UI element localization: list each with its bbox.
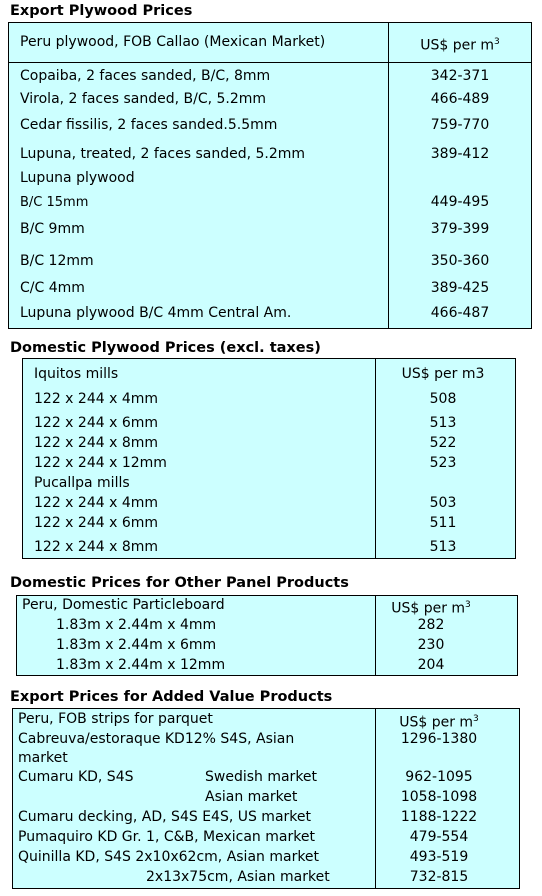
unit-superscript: 3 xyxy=(465,600,471,610)
row-price: 282 xyxy=(417,617,445,633)
header-unit: US$ per m3 xyxy=(420,33,500,56)
row-label: Copaiba, 2 faces sanded, B/C, 8mm xyxy=(20,68,271,84)
row-market: Swedish market xyxy=(205,769,318,785)
header-label: Peru, Domestic Particleboard xyxy=(22,597,225,613)
row-price: 508 xyxy=(429,391,457,407)
row-price: 503 xyxy=(429,495,457,511)
row-label: Lupuna plywood B/C 4mm Central Am. xyxy=(20,305,292,321)
unit: US$ per m xyxy=(391,600,466,617)
row-label: Cumaru KD, S4S xyxy=(18,769,134,785)
row-label: B/C 12mm xyxy=(20,253,94,269)
header-unit: US$ per m3 xyxy=(402,365,485,384)
table-box xyxy=(12,708,520,889)
unit: US$ per m3 xyxy=(401,366,485,382)
row-price: 230 xyxy=(417,637,445,653)
table-box xyxy=(22,358,516,559)
row-price: 389-425 xyxy=(430,280,490,296)
header-label: Iquitos mills xyxy=(34,366,119,382)
row-label: Quinilla KD, S4S 2x10x62cm, Asian market xyxy=(18,849,320,865)
row-label: 122 x 244 x 8mm xyxy=(34,435,158,451)
row-label: C/C 4mm xyxy=(20,280,85,296)
unit-superscript: 3 xyxy=(494,37,500,47)
unit: US$ per m xyxy=(420,37,495,54)
row-label: 1.83m x 2.44m x 12mm xyxy=(56,657,226,673)
row-label: B/C 9mm xyxy=(20,221,85,237)
table-box xyxy=(16,595,518,676)
column-divider xyxy=(388,22,389,329)
row-label: Cedar fissilis, 2 faces sanded.5.5mm xyxy=(20,117,278,133)
column-divider xyxy=(375,708,376,889)
column-divider xyxy=(375,595,376,676)
row-label: 122 x 244 x 6mm xyxy=(34,415,158,431)
row-label: 122 x 244 x 4mm xyxy=(34,495,158,511)
row-price: 1188-1222 xyxy=(400,809,478,825)
row-price: 522 xyxy=(429,435,457,451)
row-label: Virola, 2 faces sanded, B/C, 5.2mm xyxy=(20,91,267,107)
row-market: Asian market xyxy=(205,789,298,805)
header-label: Peru, FOB strips for parquet xyxy=(18,711,213,727)
row-price: 350-360 xyxy=(430,253,490,269)
row-price: 479-554 xyxy=(409,829,469,845)
table-box xyxy=(8,22,532,329)
row-label: 122 x 244 x 8mm xyxy=(34,539,158,555)
row-price: 389-412 xyxy=(430,146,490,162)
row-price: 342-371 xyxy=(430,68,490,84)
row-label: 122 x 244 x 12mm xyxy=(34,455,167,471)
section-title: Domestic Prices for Other Panel Products xyxy=(10,575,349,591)
row-label: Pucallpa mills xyxy=(34,475,130,491)
row-label: Lupuna plywood xyxy=(20,170,135,186)
row-price: 379-399 xyxy=(430,221,490,237)
row-price: 466-489 xyxy=(430,91,490,107)
row-market: 2x13x75cm, Asian market xyxy=(146,869,330,885)
row-price: 513 xyxy=(429,539,457,555)
row-label: 122 x 244 x 6mm xyxy=(34,515,158,531)
header-label: Peru plywood, FOB Callao (Mexican Market… xyxy=(20,34,326,50)
header-unit: US$ per m3 xyxy=(399,710,479,733)
row-label: 122 x 244 x 4mm xyxy=(34,391,158,407)
section-title: Domestic Plywood Prices (excl. taxes) xyxy=(10,340,321,356)
column-divider xyxy=(375,358,376,559)
row-price: 962-1095 xyxy=(405,769,473,785)
row-price: 523 xyxy=(429,455,457,471)
row-label: Cumaru decking, AD, S4S E4S, US market xyxy=(18,809,311,825)
row-label: B/C 15mm xyxy=(20,195,89,210)
row-price: 513 xyxy=(429,415,457,431)
row-price: 449-495 xyxy=(430,194,490,210)
row-price: 1296-1380 xyxy=(400,731,478,747)
row-label: 1.83m x 2.44m x 4mm xyxy=(56,617,217,633)
row-price: 759-770 xyxy=(430,117,490,133)
header-unit: US$ per m3 xyxy=(391,596,471,619)
section-title: Export Prices for Added Value Products xyxy=(10,689,333,705)
row-price: 511 xyxy=(429,515,457,531)
unit: US$ per m xyxy=(399,714,474,731)
row-price: 466-487 xyxy=(430,305,490,321)
row-label: Cabreuva/estoraque KD12% S4S, Asian mark… xyxy=(18,731,295,766)
row-label: Lupuna, treated, 2 faces sanded, 5.2mm xyxy=(20,146,306,162)
row-label: 1.83m x 2.44m x 6mm xyxy=(56,637,217,653)
row-price: 204 xyxy=(417,657,445,673)
header-divider xyxy=(8,62,532,63)
row-price: 1058-1098 xyxy=(400,789,478,805)
section-title: Export Plywood Prices xyxy=(10,3,193,19)
row-price: 493-519 xyxy=(409,849,469,865)
unit-superscript: 3 xyxy=(473,714,479,724)
row-price: 732-815 xyxy=(409,869,469,885)
row-label: Pumaquiro KD Gr. 1, C&B, Mexican market xyxy=(18,829,315,845)
